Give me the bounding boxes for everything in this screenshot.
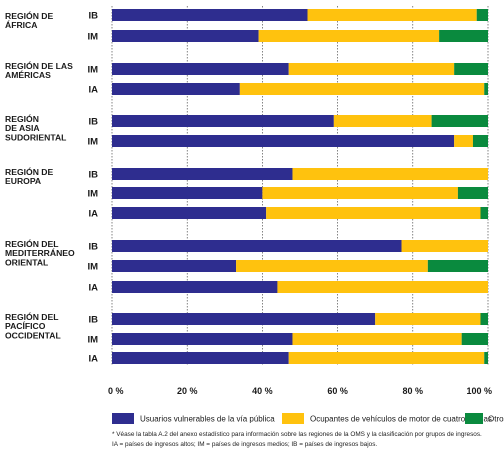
region-label: AMÉRICAS: [5, 70, 51, 80]
income-label: IB: [89, 315, 99, 326]
bar-segment: [112, 187, 263, 199]
region-label: MEDITERRÁNEO: [5, 248, 75, 258]
region-label: REGIÓN DEL: [5, 238, 58, 249]
bar-segment: [112, 240, 402, 252]
income-label: IA: [89, 354, 99, 365]
income-label: IM: [87, 189, 98, 200]
region-label: REGIÓN DE LAS: [5, 60, 73, 71]
region-label: REGIÓN: [5, 113, 39, 124]
bar-segment: [431, 115, 488, 127]
bar-segment: [461, 333, 488, 345]
income-label: IM: [87, 32, 98, 43]
bar-segment: [288, 352, 485, 364]
bar-segment: [112, 135, 455, 147]
bar-segment: [112, 207, 267, 219]
income-label: IM: [87, 262, 98, 273]
bar-segment: [112, 281, 278, 293]
bar-segment: [112, 9, 308, 21]
bar-segment: [476, 9, 488, 21]
bar-segment: [112, 168, 293, 180]
bar-segment: [112, 115, 334, 127]
bar-segment: [454, 135, 473, 147]
income-label: IB: [89, 11, 99, 22]
tick-label: 60 %: [327, 386, 348, 396]
bar-segment: [258, 30, 440, 42]
bar-segment: [112, 333, 293, 345]
legend-swatch: [112, 413, 134, 424]
legend-label: Ocupantes de vehículos de motor de cuatr…: [310, 415, 492, 424]
region-label: DE ASIA: [5, 123, 40, 133]
legend: Usuarios vulnerables de la vía pública Oc…: [112, 413, 504, 424]
bar-segment: [375, 313, 481, 325]
bar-segment: [292, 168, 488, 180]
bar-segment: [112, 30, 259, 42]
bar-segment: [457, 187, 488, 199]
bar-segment: [266, 207, 481, 219]
bar-segment: [401, 240, 488, 252]
bar-segment: [484, 352, 488, 364]
bar-segment: [262, 187, 458, 199]
bar-segment: [427, 260, 488, 272]
bar-segment: [112, 313, 376, 325]
footnote-line-1: * Véase la tabla A.2 del anexo estadísti…: [112, 431, 482, 438]
bar-segment: [484, 83, 488, 95]
income-label: IA: [89, 283, 99, 294]
region-label: ORIENTAL: [5, 257, 48, 267]
bar-segment: [288, 63, 455, 75]
income-label: IB: [89, 170, 99, 181]
income-label: IM: [87, 335, 98, 346]
region-label: EUROPA: [5, 176, 41, 186]
bar-segment: [480, 313, 488, 325]
region-label: ÁFRICA: [5, 20, 37, 30]
income-label: IA: [89, 209, 99, 220]
bar-segment: [277, 281, 488, 293]
income-label: IM: [87, 137, 98, 148]
bar-segment: [439, 30, 488, 42]
region-label: PACÍFICO: [5, 321, 46, 331]
bar-segment: [472, 135, 488, 147]
bar-segment: [112, 83, 240, 95]
bar-segment: [454, 63, 488, 75]
x-axis-ticks: 0 % 20 % 40 % 60 % 80 % 100 %: [108, 386, 492, 396]
bar-segment: [480, 207, 488, 219]
tick-label: 100 %: [466, 386, 492, 396]
bar-segment: [112, 63, 289, 75]
bar-segment: [112, 260, 237, 272]
legend-swatch: [282, 413, 304, 424]
region-label: REGIÓN DEL: [5, 311, 58, 322]
income-label: IB: [89, 117, 99, 128]
legend-label: Usuarios vulnerables de la vía pública: [140, 415, 275, 424]
income-label: IB: [89, 242, 99, 253]
legend-label: Otros: [488, 415, 504, 424]
tick-label: 20 %: [177, 386, 198, 396]
bar-segment: [292, 333, 462, 345]
region-label: REGIÓN DE: [5, 10, 53, 21]
tick-label: 80 %: [403, 386, 424, 396]
legend-swatch: [465, 413, 483, 424]
bars: [112, 9, 488, 364]
grid-lines: [111, 6, 489, 366]
income-label: IA: [89, 85, 99, 96]
region-label: SUDORIENTAL: [5, 132, 66, 142]
income-label: IM: [87, 65, 98, 76]
bar-segment: [112, 352, 289, 364]
region-label: REGIÓN DE: [5, 166, 53, 177]
tick-label: 40 %: [252, 386, 273, 396]
bar-segment: [307, 9, 477, 21]
bar-segment: [239, 83, 485, 95]
region-label: OCCIDENTAL: [5, 330, 61, 340]
bar-segment: [236, 260, 428, 272]
footnote-line-2: IA = países de ingresos altos; IM = país…: [112, 441, 378, 448]
tick-label: 0 %: [108, 386, 124, 396]
bar-segment: [333, 115, 432, 127]
